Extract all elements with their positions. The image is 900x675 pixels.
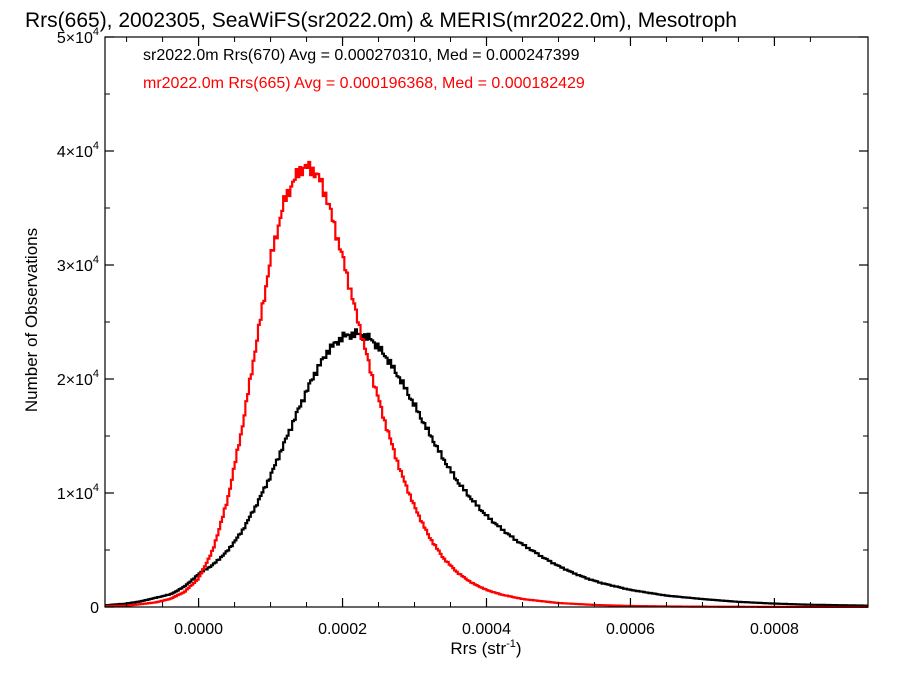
- y-tick-label: 3×104: [57, 254, 99, 275]
- legend-entry-2: mr2022.0m Rrs(665) Avg = 0.000196368, Me…: [143, 75, 585, 92]
- x-axis-label: Rrs (str-1): [450, 638, 521, 658]
- y-tick-label: 2×104: [57, 368, 99, 389]
- legend-entry-1: sr2022.0m Rrs(670) Avg = 0.000270310, Me…: [143, 47, 580, 64]
- ticks-layer: 0.0000 0.0002 0.0004 0.0006 0.0008 0 1×104 2×10…: [57, 26, 868, 638]
- series-2-histogram: [105, 160, 868, 609]
- y-tick-label: 4×104: [57, 140, 99, 161]
- x-tick-label: 0.0000: [174, 621, 223, 638]
- y-tick-label: 5×104: [57, 26, 99, 47]
- x-tick-label: 0.0004: [462, 621, 511, 638]
- y-tick-label: 1×104: [57, 482, 99, 503]
- series-layer: [105, 160, 868, 609]
- series-1-histogram: [105, 328, 868, 607]
- x-tick-label: 0.0002: [318, 621, 367, 638]
- x-tick-label: 0.0006: [606, 621, 655, 638]
- legend: sr2022.0m Rrs(670) Avg = 0.000270310, Me…: [143, 47, 585, 92]
- chart-title: Rrs(665), 2002305, SeaWiFS(sr2022.0m) & …: [25, 9, 737, 32]
- y-axis-label: Number of Observations: [22, 228, 41, 412]
- x-tick-label: 0.0008: [750, 621, 799, 638]
- y-tick-label: 0: [90, 600, 99, 617]
